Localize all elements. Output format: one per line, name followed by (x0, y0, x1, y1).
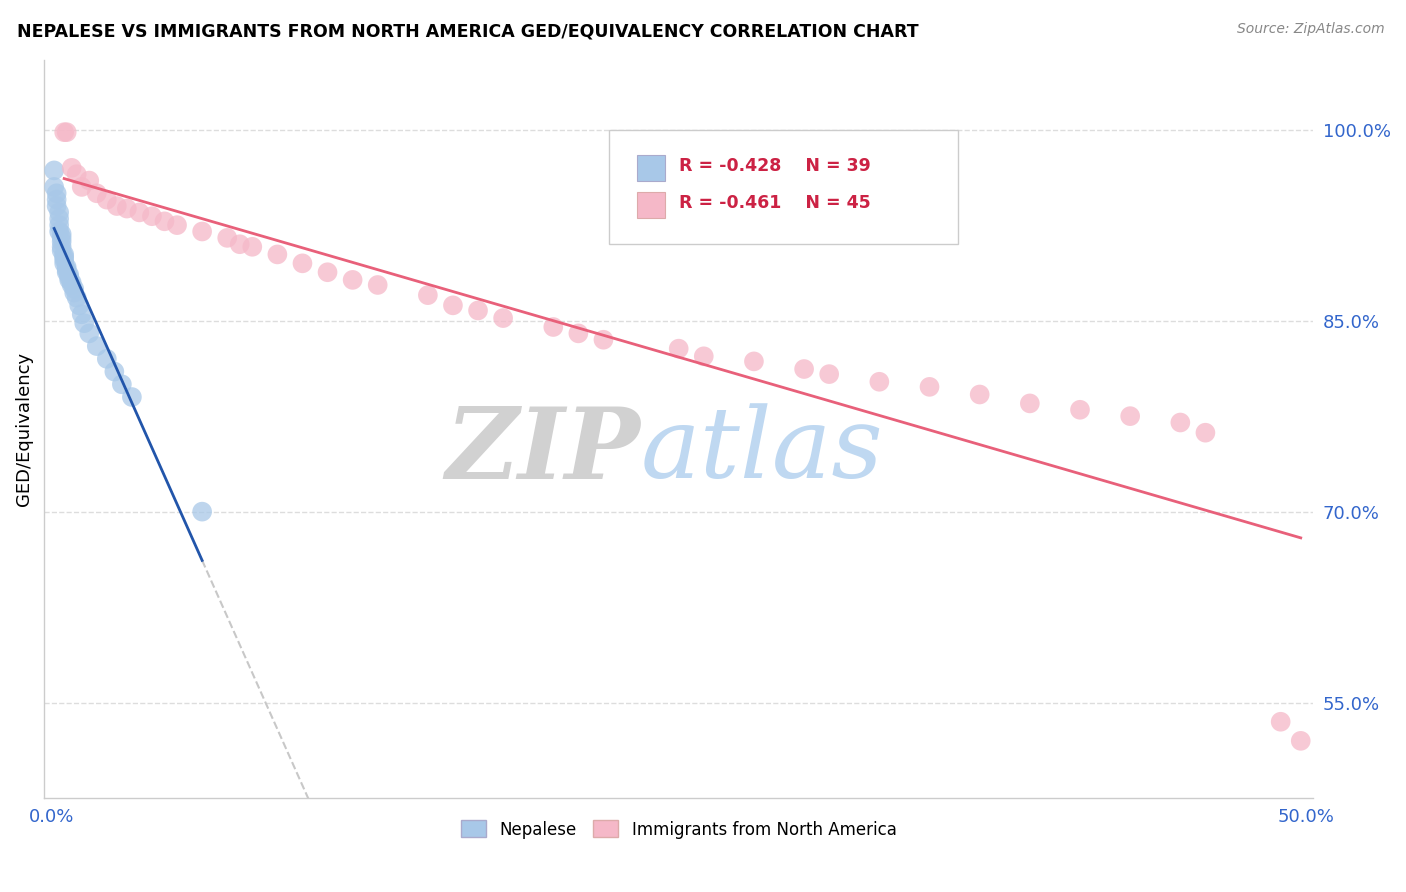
Point (316, 265, 339, 279)
FancyBboxPatch shape (637, 193, 665, 219)
Point (48, 211, 70, 226)
Point (342, 273, 364, 287)
Point (492, 311, 515, 326)
Point (1289, 734, 1312, 748)
Point (55, 262, 77, 277)
Point (240, 240, 263, 254)
Point (44, 163, 66, 178)
Point (55, 265, 77, 279)
Point (73, 316, 96, 330)
Legend: Nepalese, Immigrants from North America: Nepalese, Immigrants from North America (454, 814, 903, 846)
Point (51, 240, 73, 254)
Point (1069, 402, 1091, 417)
Point (51, 227, 73, 241)
Point (58, 268, 80, 282)
Point (121, 390, 143, 404)
Point (51, 244, 73, 258)
FancyBboxPatch shape (637, 155, 665, 181)
Point (45, 199, 67, 213)
Point (1119, 409, 1142, 424)
Text: Source: ZipAtlas.com: Source: ZipAtlas.com (1237, 22, 1385, 37)
Point (51, 235, 73, 249)
Point (111, 377, 134, 392)
Point (693, 349, 716, 363)
Point (103, 365, 125, 379)
Point (44, 180, 66, 194)
Point (48, 218, 70, 232)
Point (191, 225, 214, 239)
Point (55, 125, 77, 139)
Point (53, 256, 76, 270)
Point (742, 354, 765, 368)
Point (441, 298, 464, 312)
Point (543, 320, 565, 334)
Point (60, 277, 83, 292)
Point (668, 342, 690, 356)
Point (96, 193, 118, 207)
Point (86, 339, 108, 353)
Text: NEPALESE VS IMMIGRANTS FROM NORTH AMERICA GED/EQUIVALENCY CORRELATION CHART: NEPALESE VS IMMIGRANTS FROM NORTH AMERIC… (17, 22, 918, 40)
Point (818, 367, 841, 381)
Point (141, 209, 163, 223)
Text: R = -0.461    N = 45: R = -0.461 N = 45 (679, 194, 870, 212)
Point (48, 205, 70, 219)
Point (51, 231, 73, 245)
Point (53, 125, 76, 139)
Point (969, 387, 991, 401)
Point (166, 218, 188, 232)
Point (367, 277, 389, 292)
Point (128, 205, 150, 219)
Point (153, 214, 176, 228)
Point (48, 225, 70, 239)
Y-axis label: GED/Equivalency: GED/Equivalency (15, 351, 32, 506)
Point (105, 199, 128, 213)
Point (53, 250, 76, 264)
Point (868, 375, 890, 389)
FancyBboxPatch shape (609, 129, 957, 244)
Point (53, 252, 76, 267)
Point (918, 380, 941, 394)
Point (1018, 396, 1040, 410)
Point (60, 276, 83, 290)
Point (467, 303, 489, 318)
Point (793, 362, 815, 376)
Point (229, 237, 252, 252)
Text: atlas: atlas (641, 403, 883, 499)
Point (66, 291, 89, 305)
Point (291, 256, 314, 270)
Point (1170, 416, 1192, 430)
Point (45, 186, 67, 201)
Point (70, 307, 93, 321)
Point (58, 270, 80, 285)
Point (592, 333, 614, 347)
Point (60, 161, 83, 175)
Text: ZIP: ZIP (446, 403, 641, 500)
Point (58, 273, 80, 287)
Point (1194, 425, 1216, 440)
Point (191, 505, 214, 519)
Point (1270, 714, 1292, 729)
Point (63, 285, 86, 300)
Point (67, 298, 90, 312)
Point (266, 247, 288, 261)
Point (217, 231, 239, 245)
Point (70, 180, 93, 194)
Point (77, 173, 100, 187)
Point (45, 193, 67, 207)
Point (63, 282, 86, 296)
Point (115, 202, 138, 216)
Point (66, 167, 89, 181)
Text: R = -0.428    N = 39: R = -0.428 N = 39 (679, 157, 870, 175)
Point (416, 288, 439, 302)
Point (53, 247, 76, 261)
Point (77, 326, 100, 341)
Point (86, 186, 108, 201)
Point (55, 260, 77, 275)
Point (96, 351, 118, 366)
Point (567, 326, 589, 341)
